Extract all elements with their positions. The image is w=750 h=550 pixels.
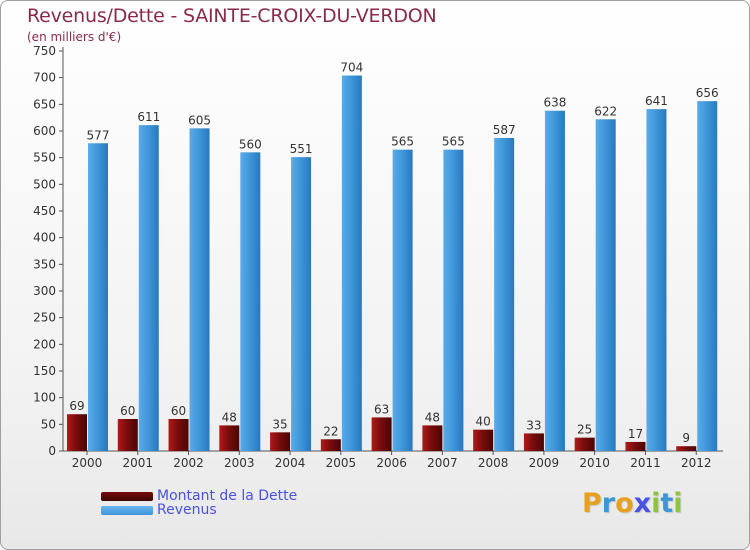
x-tick-label: 2002 [173, 456, 204, 470]
y-tick-label: 750 [33, 44, 56, 58]
data-label-revenue: 622 [594, 104, 617, 118]
x-tick-label: 2010 [579, 456, 610, 470]
legend-item-revenue: Revenus [101, 502, 217, 518]
bar-debt [270, 432, 291, 451]
data-label-debt: 48 [222, 410, 237, 424]
data-label-debt: 9 [682, 431, 690, 445]
x-tick-label: 2006 [376, 456, 407, 470]
x-tick-label: 2009 [529, 456, 560, 470]
x-tick-label: 2008 [478, 456, 509, 470]
bar-revenue [240, 152, 261, 452]
y-tick-label: 200 [33, 337, 56, 351]
bar-revenue [494, 137, 515, 451]
y-tick-label: 0 [48, 444, 56, 458]
x-tick-label: 2012 [681, 456, 712, 470]
bar-debt [67, 414, 87, 451]
legend-item-debt: Montant de la Dette [101, 488, 297, 504]
data-label-revenue: 704 [340, 61, 363, 75]
data-label-debt: 48 [425, 410, 440, 424]
legend-label-debt: Montant de la Dette [157, 488, 298, 504]
bar-debt [523, 433, 544, 451]
data-label-revenue: 560 [239, 137, 262, 151]
data-label-debt: 69 [69, 399, 84, 413]
y-tick-label: 350 [33, 257, 56, 271]
x-tick-label: 2001 [122, 456, 153, 470]
bar-revenue [544, 110, 565, 451]
legend-label-revenue: Revenus [157, 502, 217, 518]
bar-revenue [392, 149, 413, 451]
y-tick-label: 300 [33, 284, 56, 298]
y-tick-label: 650 [33, 97, 56, 111]
bar-debt [625, 441, 646, 451]
bar-revenue [88, 143, 108, 451]
y-tick-label: 150 [33, 364, 56, 378]
data-label-debt: 33 [526, 418, 541, 432]
data-label-revenue: 577 [87, 128, 110, 142]
y-tick-label: 450 [33, 204, 56, 218]
data-label-debt: 60 [171, 404, 186, 418]
data-label-revenue: 587 [493, 123, 516, 137]
x-tick-label: 2011 [630, 456, 661, 470]
data-label-debt: 25 [577, 423, 592, 437]
x-tick-label: 2004 [275, 456, 306, 470]
bar-debt [117, 419, 138, 451]
data-label-debt: 60 [120, 404, 135, 418]
y-tick-label: 600 [33, 124, 56, 138]
data-label-debt: 22 [323, 424, 338, 438]
x-tick-label: 2005 [326, 456, 357, 470]
data-label-revenue: 551 [290, 142, 313, 156]
y-tick-label: 700 [33, 71, 56, 85]
chart-subtitle: (en milliers d'€) [27, 30, 122, 44]
x-tick-label: 2007 [427, 456, 458, 470]
bar-debt [168, 419, 189, 451]
bar-debt [320, 439, 341, 451]
y-tick-label: 400 [33, 231, 56, 245]
data-label-debt: 17 [628, 427, 643, 441]
bar-revenue [697, 101, 718, 451]
y-tick-label: 250 [33, 311, 56, 325]
logo-letter: i [651, 488, 661, 519]
y-tick-label: 500 [33, 177, 56, 191]
y-tick-label: 100 [33, 391, 56, 405]
bar-revenue [646, 109, 667, 451]
logo-letter: i [673, 488, 683, 519]
bar-debt [574, 437, 595, 451]
data-label-revenue: 605 [188, 113, 211, 127]
bar-revenue [595, 119, 616, 452]
bar-revenue [189, 128, 210, 451]
data-label-revenue: 656 [696, 86, 719, 100]
chart-title: Revenus/Dette - SAINTE-CROIX-DU-VERDON [27, 5, 437, 27]
legend-swatch-debt [101, 491, 153, 501]
bar-revenue [341, 75, 362, 452]
x-tick-label: 2003 [224, 456, 255, 470]
logo-letter: t [660, 488, 674, 519]
legend-swatch-revenue [101, 505, 153, 515]
x-tick-label: 2000 [72, 456, 103, 470]
bar-revenue [138, 125, 159, 451]
bar-debt [676, 446, 697, 451]
data-label-debt: 35 [272, 417, 287, 431]
data-label-revenue: 565 [442, 135, 465, 149]
data-label-revenue: 641 [645, 94, 668, 108]
bar-debt [371, 417, 392, 451]
bar-debt [219, 425, 240, 451]
logo-letter: r [601, 488, 616, 519]
logo-letter: x [633, 488, 652, 519]
bar-debt [473, 429, 494, 451]
y-tick-label: 50 [41, 417, 56, 431]
data-label-revenue: 638 [543, 96, 566, 110]
data-label-revenue: 565 [391, 135, 414, 149]
logo-letter: P [582, 488, 602, 519]
data-label-debt: 40 [476, 415, 491, 429]
y-tick-label: 550 [33, 151, 56, 165]
bar-revenue [443, 149, 464, 451]
bar-revenue [291, 157, 312, 451]
bar-debt [422, 425, 443, 451]
data-label-revenue: 611 [137, 110, 160, 124]
proxiti-logo: Proxiti [582, 488, 683, 519]
logo-letter: o [615, 488, 634, 519]
data-label-debt: 63 [374, 402, 389, 416]
